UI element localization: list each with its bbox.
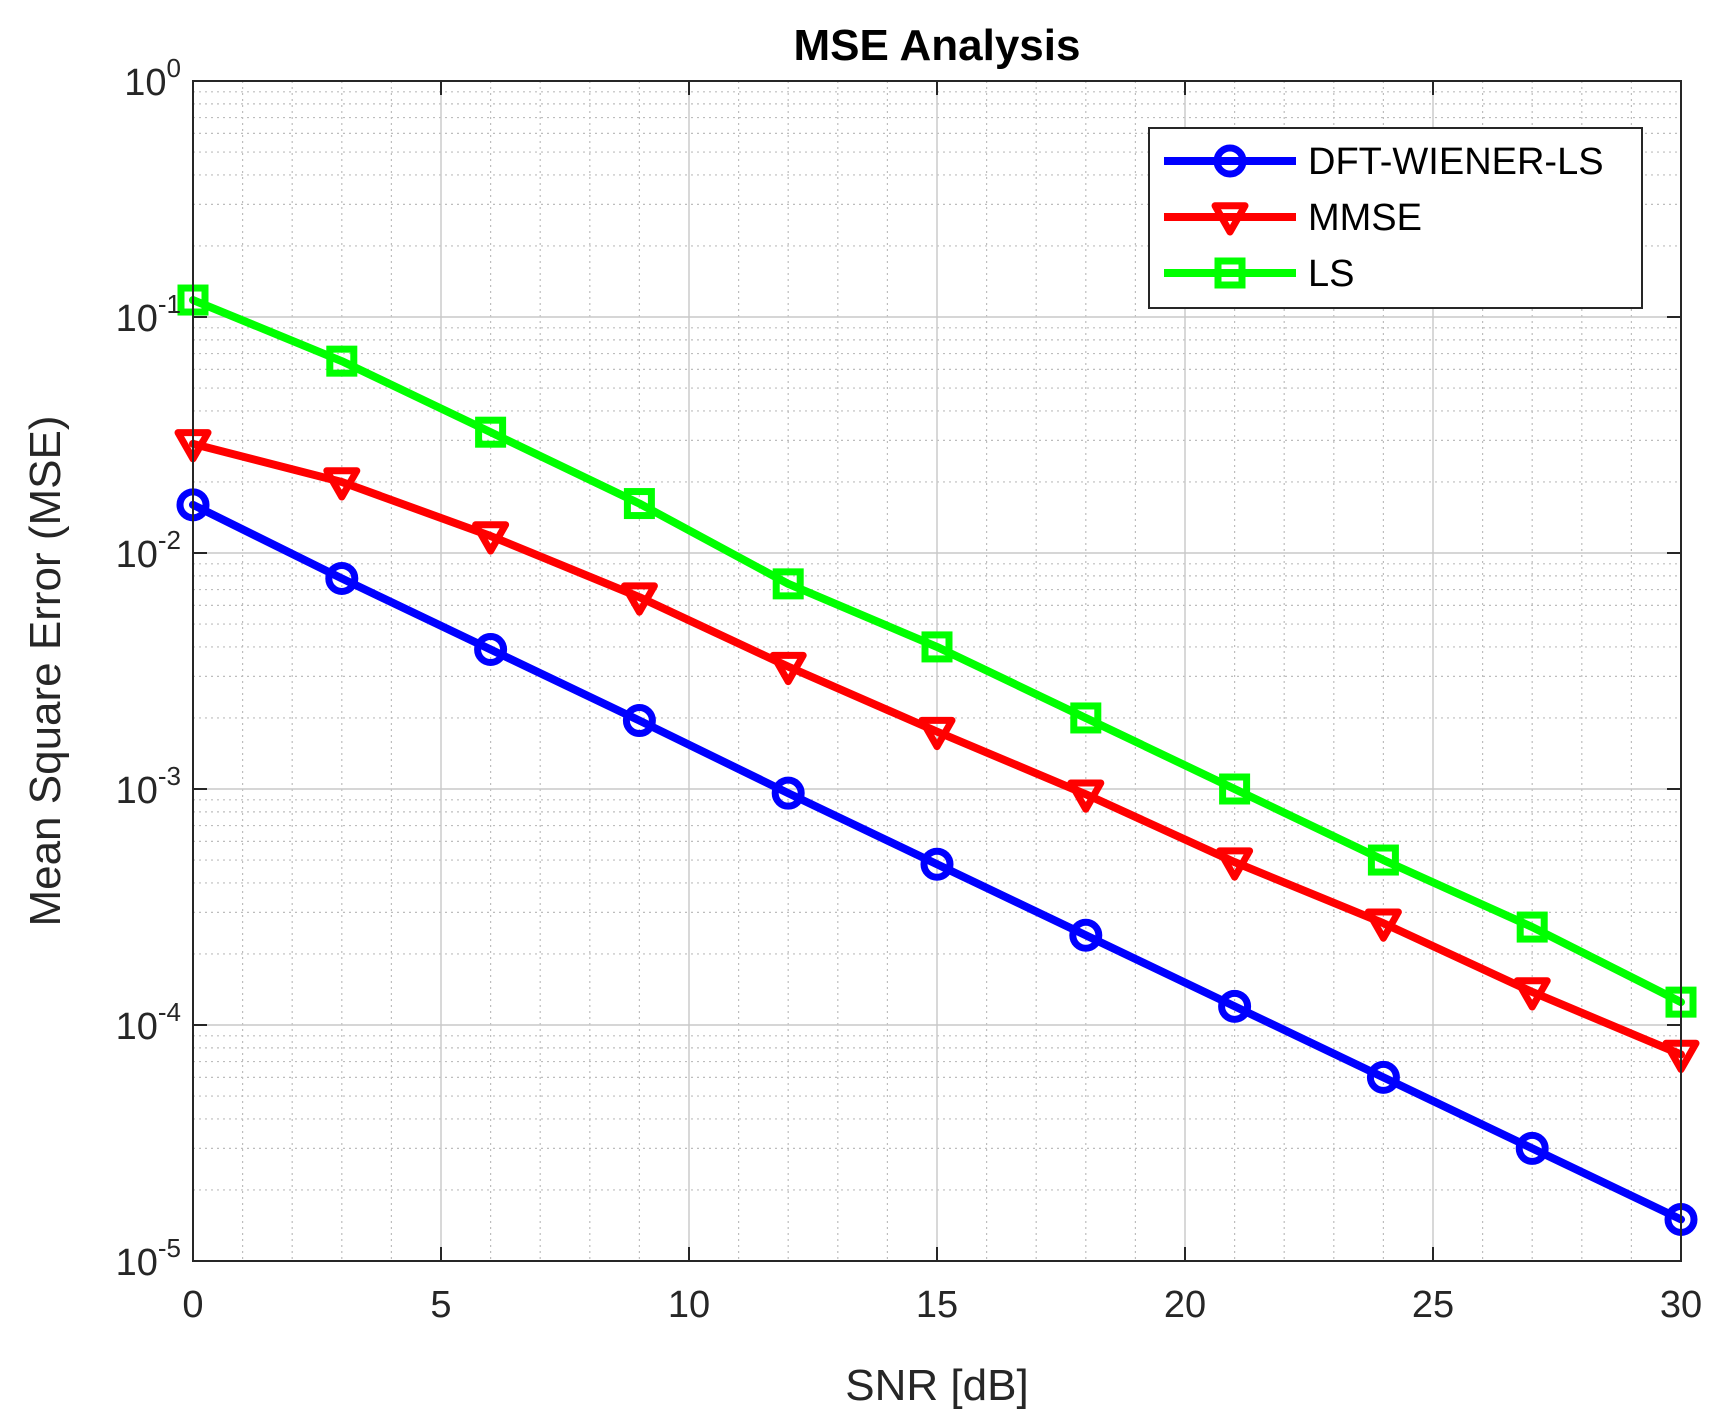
legend-marker <box>1211 202 1249 236</box>
data-point <box>474 633 508 667</box>
series-line <box>189 296 1685 1007</box>
data-point <box>1067 779 1105 813</box>
data-point <box>771 776 805 810</box>
data-point <box>1219 773 1251 805</box>
data-point <box>622 704 656 738</box>
data-point <box>472 521 510 555</box>
series-mmse <box>174 429 1700 1073</box>
data-point <box>769 651 807 686</box>
y-tick-label: 10-4 <box>116 997 181 1048</box>
series-layer <box>174 284 1700 1236</box>
legend-marker <box>1214 257 1246 289</box>
data-point <box>1364 908 1402 942</box>
data-point <box>1516 911 1548 943</box>
legend-marker <box>1213 144 1247 178</box>
y-tick-label: 100 <box>124 53 181 104</box>
legend-entry: DFT-WIENER-LS <box>1164 141 1604 183</box>
x-axis-label: SNR [dB] <box>845 1361 1028 1410</box>
data-point <box>918 716 956 751</box>
data-point <box>920 847 954 881</box>
x-tick-label: 25 <box>1412 1284 1454 1326</box>
series-line <box>189 500 1685 1224</box>
x-tick-label: 20 <box>1164 1284 1206 1326</box>
legend-entry: LS <box>1164 253 1354 295</box>
data-point <box>1366 1060 1400 1094</box>
x-tick-label: 10 <box>668 1284 710 1326</box>
x-tick-label: 0 <box>182 1284 203 1326</box>
y-tick-labels: 10-5 10-4 10-3 10-2 10-1 100 <box>116 53 181 1284</box>
data-point <box>323 467 361 501</box>
data-point <box>1513 977 1551 1011</box>
chart-title: MSE Analysis <box>794 21 1081 70</box>
y-tick-label: 10-2 <box>116 525 181 576</box>
data-point <box>1367 844 1399 876</box>
x-tick-label: 15 <box>916 1284 958 1326</box>
x-tick-label: 30 <box>1660 1284 1702 1326</box>
data-point <box>1069 918 1103 952</box>
legend-label: DFT-WIENER-LS <box>1308 141 1604 183</box>
y-tick-label: 10-3 <box>116 761 181 812</box>
legend-label: MMSE <box>1308 197 1422 239</box>
legend-label: LS <box>1308 253 1354 295</box>
tick-marks <box>192 80 1682 1262</box>
series-line <box>189 439 1685 1059</box>
y-axis-label: Mean Square Error (MSE) <box>21 415 70 926</box>
y-tick-label: 10-1 <box>116 289 181 340</box>
data-point <box>772 568 804 600</box>
data-point <box>325 561 359 595</box>
data-point <box>475 416 507 448</box>
data-point <box>1216 847 1254 881</box>
data-point <box>1218 989 1252 1023</box>
y-tick-label: 10-5 <box>116 1233 181 1284</box>
legend: DFT-WIENER-LS MMSE LS <box>1148 127 1643 309</box>
data-point <box>620 582 658 616</box>
data-point <box>1515 1131 1549 1165</box>
legend-entry: MMSE <box>1164 197 1422 239</box>
x-tick-label: 5 <box>430 1284 451 1326</box>
x-tick-labels: 0 5 10 15 20 25 30 <box>182 1284 1702 1326</box>
series-dft-wiener-ls <box>176 488 1698 1236</box>
data-point <box>326 345 358 377</box>
data-point <box>623 488 655 520</box>
data-point <box>921 631 953 663</box>
data-point <box>1070 702 1102 734</box>
